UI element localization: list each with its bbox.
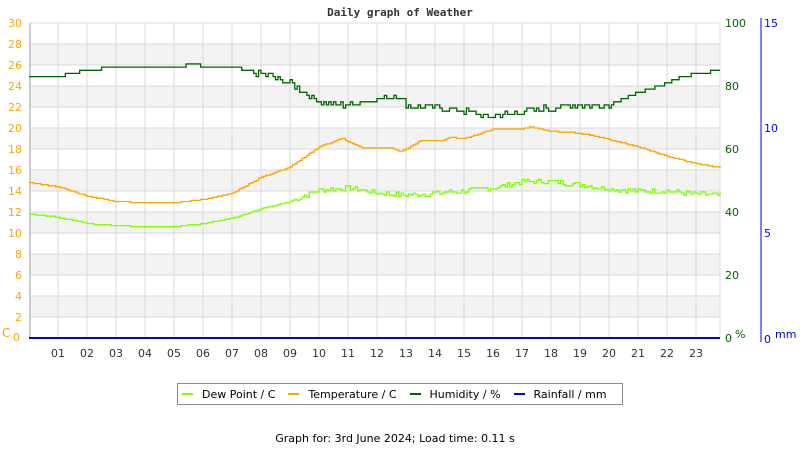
x-tick-label: 05 <box>167 347 181 360</box>
grid-band <box>30 296 720 317</box>
y-tick-label-right: 0 <box>725 332 732 345</box>
y-tick-label-left: 18 <box>8 143 22 156</box>
x-tick-label: 10 <box>312 347 326 360</box>
y-tick-label-right: 60 <box>725 143 739 156</box>
y-tick-label-rain: 15 <box>764 17 778 30</box>
y-tick-label-right: 80 <box>725 80 739 93</box>
y-tick-label-left: 10 <box>8 227 22 240</box>
x-tick-label: 23 <box>689 347 703 360</box>
footer-status: Graph for: 3rd June 2024; Load time: 0.1… <box>275 432 515 445</box>
legend-swatch <box>409 393 421 395</box>
x-tick-label: 17 <box>515 347 529 360</box>
y-tick-label-left: 26 <box>8 59 22 72</box>
x-tick-label: 19 <box>573 347 587 360</box>
x-tick-label: 22 <box>660 347 674 360</box>
y-tick-label-left: 2 <box>15 311 22 324</box>
grid-band <box>30 254 720 275</box>
y-tick-label-left: 12 <box>8 206 22 219</box>
legend-swatch <box>288 393 300 395</box>
y-axis-label-rain: mm <box>775 328 796 341</box>
y-axis-label-left: C <box>2 326 10 340</box>
y-tick-label-left: 30 <box>8 17 22 30</box>
y-tick-label-left: 16 <box>8 164 22 177</box>
chart-title: Daily graph of Weather <box>327 6 473 19</box>
x-tick-label: 01 <box>51 347 65 360</box>
y-tick-label-rain: 5 <box>764 227 771 240</box>
x-tick-label: 21 <box>631 347 645 360</box>
y-tick-label-left: 8 <box>15 248 22 261</box>
legend-dew-point: Dew Point / C <box>182 388 275 401</box>
x-tick-label: 12 <box>370 347 384 360</box>
y-tick-label-left: 14 <box>8 185 22 198</box>
x-tick-label: 07 <box>225 347 239 360</box>
legend-label: Temperature / C <box>308 387 397 401</box>
legend: Dew Point / C Temperature / C Humidity /… <box>177 383 623 405</box>
series-line-humidity <box>29 63 720 119</box>
legend-temperature: Temperature / C <box>288 387 397 401</box>
y-tick-label-left: 22 <box>8 101 22 114</box>
y-tick-label-right: 100 <box>725 17 746 30</box>
legend-label: Humidity / % <box>429 387 501 401</box>
grid-band <box>30 128 720 149</box>
x-tick-label: 08 <box>254 347 268 360</box>
x-tick-label: 16 <box>486 347 500 360</box>
x-tick-label: 15 <box>457 347 471 360</box>
x-tick-label: 04 <box>138 347 152 360</box>
y-tick-label-right: 40 <box>725 206 739 219</box>
y-tick-label-left: 28 <box>8 38 22 51</box>
x-tick-label: 09 <box>283 347 297 360</box>
y-tick-label-right: 20 <box>725 269 739 282</box>
series-line-temperature <box>29 126 721 204</box>
legend-label: Dew Point / C <box>202 387 276 401</box>
grid-band <box>30 86 720 107</box>
y-tick-label-left: 20 <box>8 122 22 135</box>
y-tick-label-left: 6 <box>15 269 22 282</box>
x-tick-label: 02 <box>80 347 94 360</box>
x-tick-label: 06 <box>196 347 210 360</box>
y-tick-label-rain: 0 <box>764 333 771 346</box>
grid-band <box>30 212 720 233</box>
y-tick-label-rain: 10 <box>764 122 778 135</box>
y-axis-label-right: % <box>735 328 745 341</box>
x-tick-label: 18 <box>544 347 558 360</box>
y-tick-label-left: 24 <box>8 80 22 93</box>
x-tick-label: 14 <box>428 347 442 360</box>
legend-swatch <box>513 393 525 395</box>
grid-band <box>30 170 720 191</box>
x-tick-label: 03 <box>109 347 123 360</box>
x-tick-label: 11 <box>341 347 355 360</box>
legend-swatch <box>182 393 193 395</box>
x-tick-label: 13 <box>399 347 413 360</box>
legend-humidity: Humidity / % <box>409 387 501 401</box>
legend-rainfall: Rainfall / mm <box>513 387 607 401</box>
x-tick-label: 20 <box>602 347 616 360</box>
series-line-dew <box>29 178 721 228</box>
y-tick-label-left: 4 <box>15 290 22 303</box>
y-tick-label-left: 0 <box>13 331 20 344</box>
grid-band <box>30 44 720 65</box>
legend-label: Rainfall / mm <box>533 387 607 401</box>
